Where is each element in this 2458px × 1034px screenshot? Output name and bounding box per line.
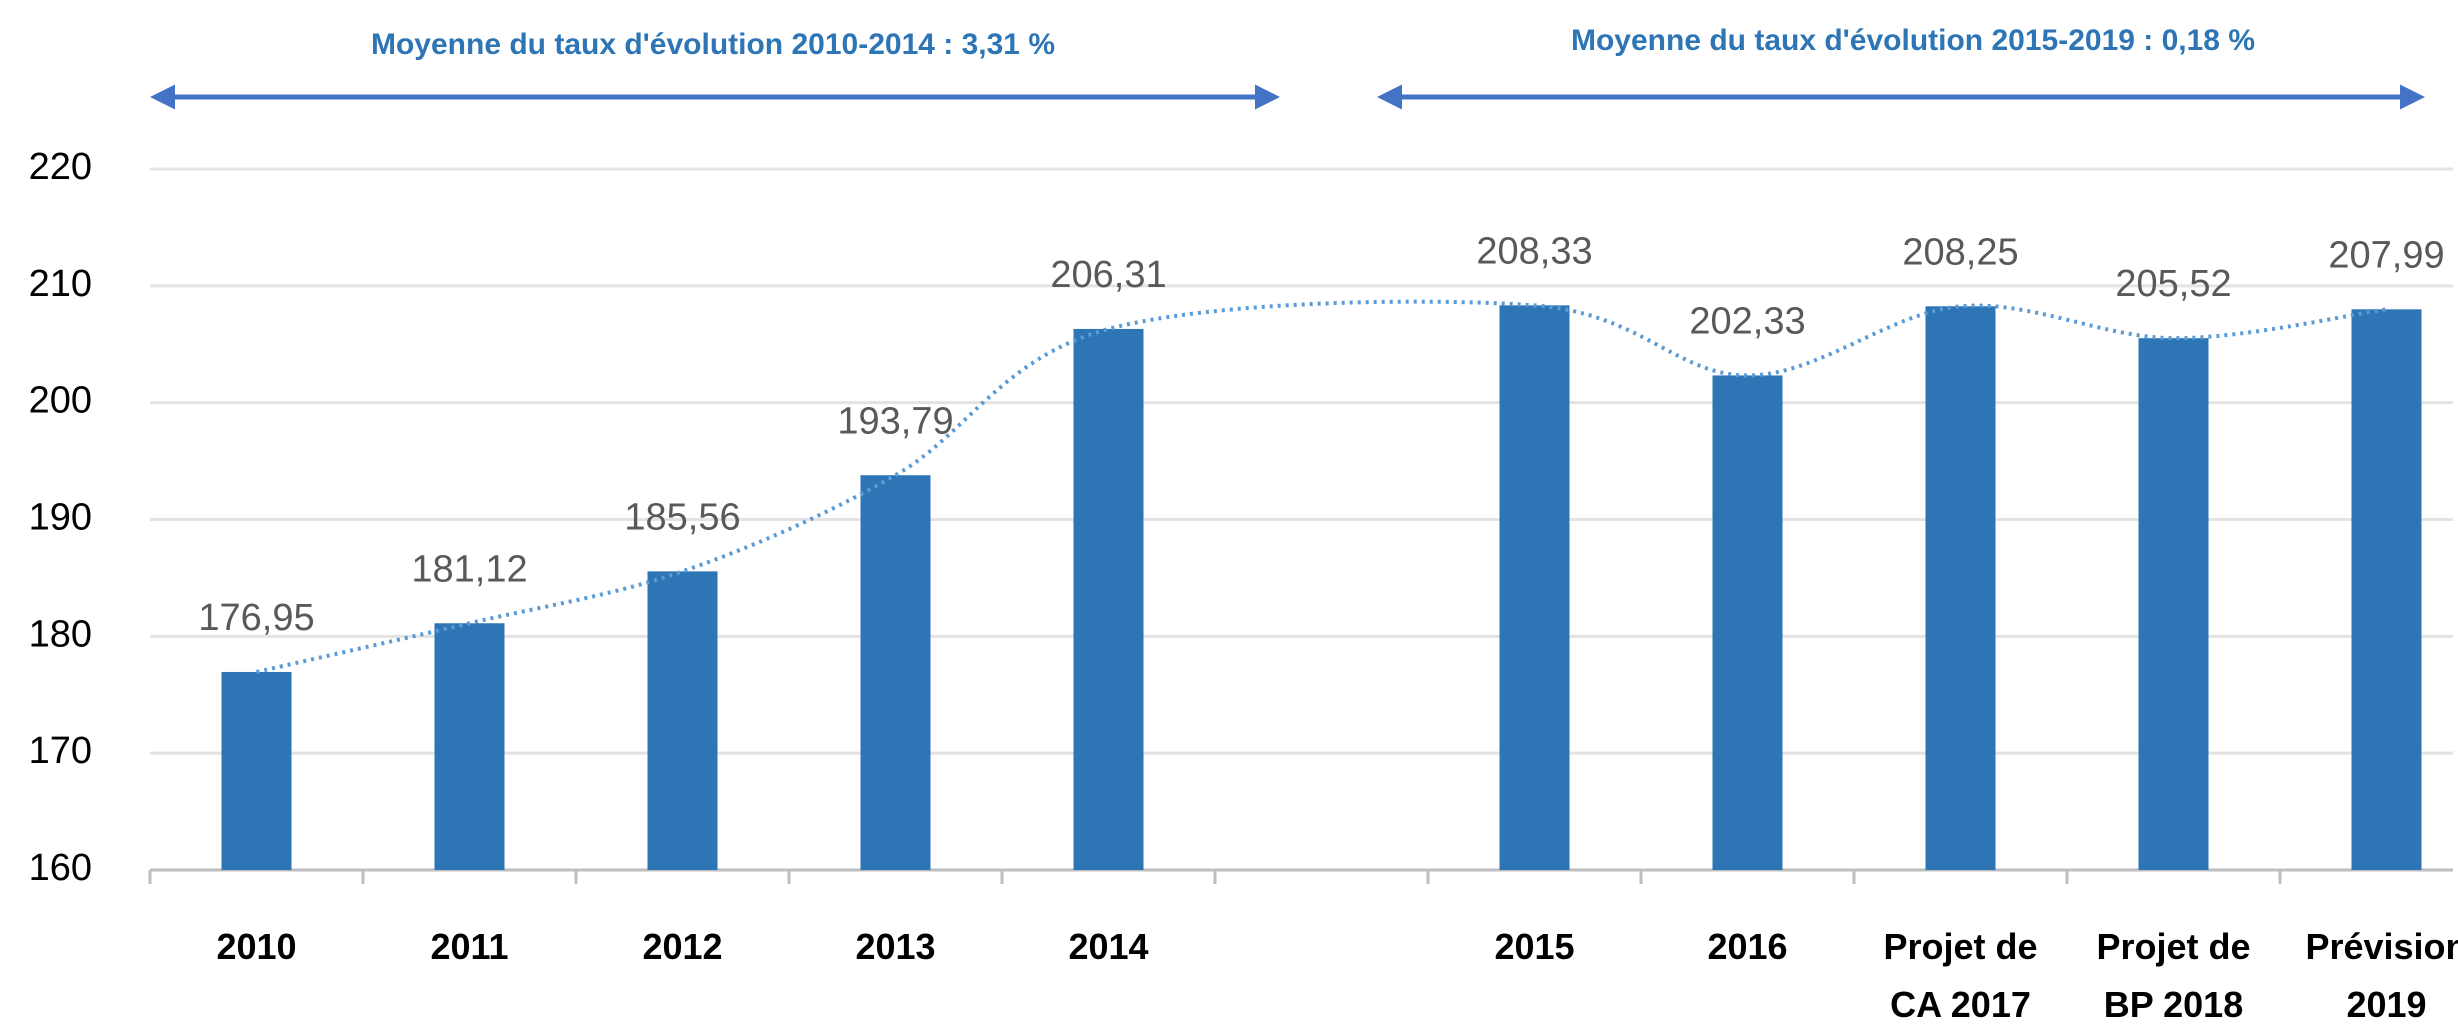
data-label: 205,52 (2115, 263, 2231, 305)
annotation: Moyenne du taux d'évolution 2015-2019 : … (1571, 24, 2255, 57)
bar (1073, 328, 1144, 870)
bar (2351, 309, 2422, 870)
annotation: Moyenne du taux d'évolution 2010-2014 : … (371, 28, 1055, 61)
x-tick-label: 2016 (1707, 926, 1788, 967)
data-label: 181,12 (411, 548, 527, 590)
data-label: 208,33 (1476, 230, 1592, 272)
x-tick-label: Prévision 2019 (2305, 926, 2458, 1025)
bar (1712, 375, 1783, 870)
data-label: 208,25 (1902, 231, 2018, 273)
bar (647, 571, 718, 870)
x-tick-label: 2014 (1068, 926, 1149, 967)
y-tick-label: 180 (29, 613, 92, 655)
bar (1925, 306, 1996, 870)
y-tick-label: 170 (29, 730, 92, 772)
x-tick-label: Projet de CA 2017 (1883, 926, 2038, 1025)
trendline (256, 299, 2387, 674)
x-tick-label: 2013 (855, 926, 936, 967)
x-tick-label: 2011 (430, 926, 509, 967)
y-tick-label: 160 (29, 847, 92, 889)
data-label: 176,95 (198, 597, 314, 639)
y-tick-label: 200 (29, 380, 92, 422)
x-tick-label: Projet de BP 2018 (2096, 926, 2251, 1025)
bar (860, 475, 931, 870)
x-tick-label: 2012 (642, 926, 723, 967)
y-tick-label: 210 (29, 263, 92, 305)
bar (434, 623, 505, 870)
data-label: 206,31 (1050, 254, 1166, 296)
y-tick-label: 220 (29, 146, 92, 188)
bar (2138, 338, 2209, 870)
bar (221, 671, 292, 870)
data-label: 207,99 (2328, 234, 2444, 276)
x-tick-label: 2010 (216, 926, 297, 967)
data-label: 202,33 (1689, 300, 1805, 342)
x-tick-label: 2015 (1494, 926, 1575, 967)
y-tick-label: 190 (29, 497, 92, 539)
data-label: 193,79 (837, 400, 953, 442)
bar (1499, 305, 1570, 871)
data-label: 185,56 (624, 496, 740, 538)
